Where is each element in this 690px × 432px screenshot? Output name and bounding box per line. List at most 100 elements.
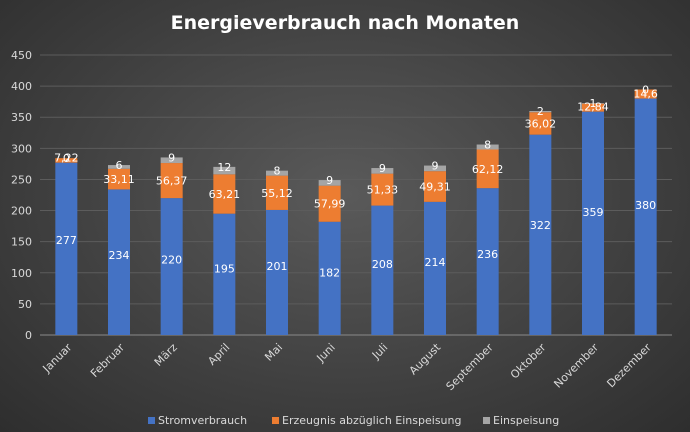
bar-einspeisung: [424, 165, 446, 172]
bar-erzeugnis: [424, 171, 446, 202]
bar-einspeisung: [582, 103, 604, 104]
bar-stromverbrauch: [529, 134, 552, 335]
x-tick-label: Dezember: [604, 341, 654, 391]
chart-title: Energieverbrauch nach Monaten: [171, 12, 520, 34]
bar-einspeisung: [213, 166, 236, 175]
y-tick-label: 450: [11, 49, 32, 62]
bar-stromverbrauch: [108, 189, 130, 335]
data-label-stromverbrauch: 195: [214, 262, 235, 275]
y-tick-label: 100: [11, 267, 32, 280]
legend-swatch: [148, 417, 155, 424]
data-label-stromverbrauch: 277: [56, 234, 77, 247]
legend-label: Erzeugnis abzüglich Einspeisung: [282, 414, 461, 427]
data-label-stromverbrauch: 359: [583, 206, 604, 219]
data-label-stromverbrauch: 234: [109, 249, 130, 262]
bar-stromverbrauch: [266, 209, 288, 335]
data-label-einspeisung: 0: [63, 152, 70, 165]
bar-stromverbrauch: [582, 111, 604, 335]
legend-swatch: [272, 417, 279, 424]
y-tick-label: 400: [11, 80, 32, 93]
x-tick-label: Oktober: [508, 341, 549, 382]
bar-einspeisung: [318, 180, 341, 186]
bar-erzeugnis: [634, 89, 657, 99]
bar-stromverbrauch: [634, 98, 657, 335]
data-label-einspeisung: 2: [537, 105, 544, 118]
bar-erzeugnis: [371, 173, 394, 206]
y-tick-label: 350: [11, 111, 32, 124]
bar-stromverbrauch: [476, 188, 499, 335]
y-tick-label: 300: [11, 142, 32, 155]
bar-stromverbrauch: [371, 205, 394, 335]
legend: Stromverbrauch Erzeugnis abzüglich Einspe…: [148, 414, 559, 427]
y-tick-label: 250: [11, 173, 32, 186]
data-label-stromverbrauch: 214: [425, 256, 446, 269]
x-tick-label: März: [152, 341, 180, 369]
data-label-erzeugnis: 49,31: [419, 181, 451, 194]
data-label-einspeisung: 9: [432, 160, 439, 173]
data-label-einspeisung: 12: [217, 161, 231, 174]
bar-erzeugnis: [266, 175, 288, 210]
data-label-erzeugnis: 63,21: [209, 188, 241, 201]
data-label-erzeugnis: 7,22: [54, 152, 79, 165]
data-label-einspeisung: 8: [484, 139, 491, 152]
bar-einspeisung: [371, 168, 394, 174]
data-label-einspeisung: 6: [116, 159, 123, 172]
y-tick-label: 150: [11, 236, 32, 249]
data-label-einspeisung: 1: [590, 97, 597, 110]
x-tick-label: September: [444, 341, 497, 394]
data-label-stromverbrauch: 322: [530, 219, 551, 232]
data-label-einspeisung: 9: [379, 162, 386, 175]
data-label-erzeugnis: 51,33: [367, 184, 399, 197]
data-label-stromverbrauch: 220: [161, 254, 182, 267]
gridlines: [40, 54, 672, 336]
bar-stromverbrauch: [55, 162, 78, 335]
bar-erzeugnis: [476, 149, 499, 189]
bar-einspeisung: [266, 170, 288, 176]
x-tick-label: Juni: [314, 341, 338, 365]
x-tick-label: November: [551, 341, 601, 391]
data-label-erzeugnis: 36,02: [525, 117, 557, 130]
x-tick-label: Juli: [369, 341, 390, 362]
bar-erzeugnis: [213, 174, 236, 214]
x-tick-label: August: [407, 340, 444, 377]
bar-erzeugnis: [160, 163, 183, 199]
data-label-erzeugnis: 33,11: [103, 173, 135, 186]
data-label-stromverbrauch: 201: [267, 260, 288, 273]
x-tick-label: April: [205, 341, 232, 368]
bar-stromverbrauch: [160, 198, 183, 335]
data-label-einspeisung: 9: [326, 174, 333, 187]
data-label-stromverbrauch: 182: [319, 267, 340, 280]
bar-einspeisung: [476, 144, 499, 150]
bar-erzeugnis: [108, 168, 130, 190]
data-label-stromverbrauch: 236: [477, 248, 498, 261]
bar-erzeugnis: [318, 185, 341, 222]
x-tick-label: Januar: [40, 341, 75, 376]
data-label-erzeugnis: 56,37: [156, 175, 188, 188]
x-tick-label: Mai: [262, 341, 285, 364]
data-label-erzeugnis: 12,84: [577, 101, 609, 114]
data-label-erzeugnis: 14,6: [633, 88, 658, 101]
data-label-einspeisung: 0: [642, 83, 649, 96]
bar-stromverbrauch: [424, 201, 446, 335]
data-label-einspeisung: 9: [168, 151, 175, 164]
bar-stromverbrauch: [318, 221, 341, 335]
data-label-einspeisung: 8: [274, 165, 281, 178]
x-axis: Januar Februar März April Mai Juni Juli August S…: [40, 340, 654, 393]
bar-erzeugnis: [582, 103, 604, 112]
bar-erzeugnis: [55, 158, 78, 163]
data-label-erzeugnis: 57,99: [314, 198, 346, 211]
bar-stromverbrauch: [213, 213, 236, 335]
legend-swatch: [483, 417, 490, 424]
bar-erzeugnis: [529, 112, 552, 135]
y-tick-label: 200: [11, 205, 32, 218]
bar-einspeisung: [160, 157, 183, 164]
x-tick-label: Februar: [88, 341, 127, 380]
data-label-stromverbrauch: 380: [635, 199, 656, 212]
legend-label: Stromverbrauch: [158, 414, 247, 427]
bars: 2777,22023433,11622056,37919563,21122015…: [54, 83, 658, 335]
legend-label: Einspeisung: [493, 414, 559, 427]
y-axis: 0 50 100 150 200 250 300 350 400 450: [11, 49, 32, 342]
data-label-erzeugnis: 55,12: [261, 187, 293, 200]
bar-einspeisung: [529, 110, 552, 113]
